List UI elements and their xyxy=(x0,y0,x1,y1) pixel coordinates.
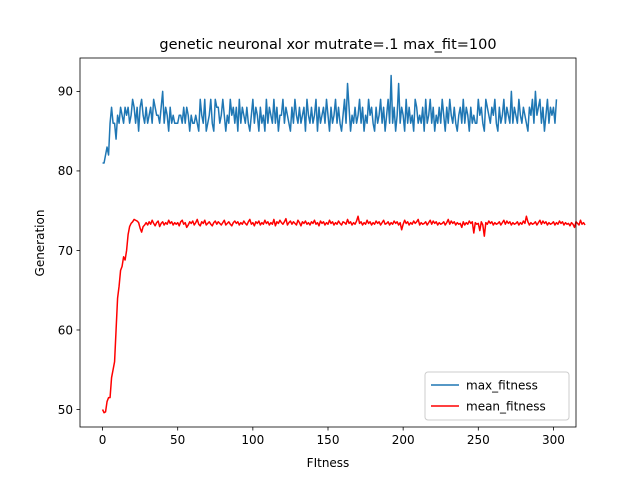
x-axis-label: FItness xyxy=(307,456,350,470)
legend-box xyxy=(424,371,570,421)
y-tick-label: 90 xyxy=(58,85,73,99)
y-tick-label: 60 xyxy=(58,323,73,337)
legend-label-mean-fitness: mean_fitness xyxy=(466,399,546,413)
x-tick-label: 150 xyxy=(317,433,340,447)
x-tick-label: 200 xyxy=(392,433,415,447)
y-axis-label: Generation xyxy=(33,210,47,277)
y-tick-label: 80 xyxy=(58,164,73,178)
chart-title: genetic neuronal xor mutrate=.1 max_fit=… xyxy=(159,37,496,53)
legend-label-max-fitness: max_fitness xyxy=(466,378,538,392)
y-tick-label: 50 xyxy=(58,403,73,417)
x-tick-label: 0 xyxy=(99,433,107,447)
legend: max_fitness mean_fitness xyxy=(424,371,570,421)
x-tick-label: 100 xyxy=(241,433,264,447)
x-tick-label: 300 xyxy=(542,433,565,447)
series-line-max-fitness xyxy=(102,74,558,164)
axes: 0 50 100 150 200 250 300 50 60 70 80 90 xyxy=(58,57,577,447)
y-tick-label: 70 xyxy=(58,244,73,258)
x-tick-label: 50 xyxy=(170,433,185,447)
series-line-mean-fitness xyxy=(101,215,586,414)
x-tick-label: 250 xyxy=(467,433,490,447)
series-group xyxy=(101,74,586,414)
